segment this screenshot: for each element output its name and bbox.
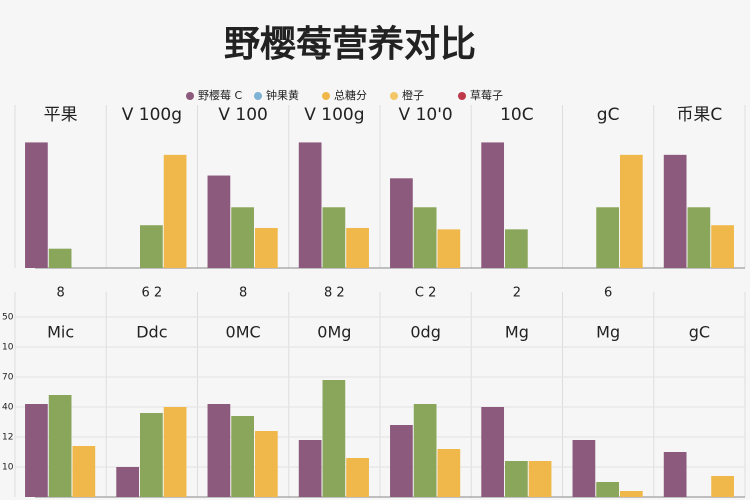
legend-swatch: [458, 92, 466, 100]
legend-label: 钟果黄: [266, 88, 299, 102]
group-note: 8: [56, 286, 64, 301]
x-category-label: Mic: [47, 323, 74, 342]
y-tick-label: 50: [2, 313, 14, 323]
y-tick-label: 10: [2, 463, 14, 473]
bar: [298, 142, 322, 268]
legend-label: 草莓子: [470, 89, 503, 102]
bar: [298, 440, 322, 497]
legend-label: 橙子: [402, 88, 424, 102]
x-category-label: 币果C: [676, 105, 722, 125]
x-category-label: Ddc: [136, 323, 167, 342]
group-note: 8: [239, 286, 247, 301]
bar: [207, 404, 231, 497]
x-category-label: V 100g: [304, 105, 364, 125]
bar: [254, 227, 278, 268]
legend-label: 总糖分: [334, 88, 367, 102]
bar: [687, 207, 711, 268]
bar: [437, 229, 461, 268]
x-category-label: Mg: [505, 323, 529, 342]
group-note: 6 2: [142, 286, 163, 301]
bar: [231, 207, 254, 268]
y-tick-label: 40: [2, 403, 14, 413]
x-category-label: Mg: [596, 323, 620, 342]
bar: [322, 380, 346, 497]
bar: [505, 461, 528, 497]
bar: [48, 248, 72, 268]
y-tick-label: 70: [2, 373, 14, 383]
bar: [528, 461, 552, 497]
y-tick-label: 12: [2, 433, 13, 443]
bar: [231, 416, 254, 497]
bar: [207, 175, 231, 268]
bar: [254, 431, 278, 497]
bar: [163, 154, 187, 268]
bar: [322, 207, 346, 268]
bar: [390, 178, 413, 268]
x-category-label: 平果: [44, 105, 78, 125]
bar: [48, 395, 72, 497]
bar: [346, 227, 369, 268]
legend-swatch: [186, 92, 194, 100]
x-category-label: V 10'0: [399, 105, 453, 125]
group-note: 6: [604, 286, 612, 301]
group-note: 2: [513, 286, 521, 301]
x-category-label: gC: [597, 105, 620, 125]
bar: [163, 407, 187, 497]
x-category-label: V 100: [218, 105, 267, 125]
x-category-label: 10C: [500, 105, 534, 125]
bar: [711, 225, 734, 268]
bar: [596, 207, 619, 268]
bar: [572, 440, 596, 497]
y-tick-label: 10: [2, 343, 14, 353]
bar: [413, 404, 437, 497]
bar: [663, 154, 687, 268]
group-note: C 2: [415, 286, 436, 301]
x-category-label: V 100g: [122, 105, 182, 125]
bar: [25, 404, 48, 497]
bar: [596, 482, 619, 497]
bar: [481, 142, 505, 268]
bar: [619, 154, 643, 268]
bar: [619, 491, 643, 497]
x-category-label: 0Mg: [317, 323, 351, 342]
bar: [25, 142, 48, 268]
bar: [481, 407, 505, 497]
bar: [140, 225, 163, 268]
bar: [390, 425, 413, 497]
x-category-label: 0dg: [410, 323, 441, 342]
bar: [663, 452, 687, 497]
bar: [437, 449, 461, 497]
bar: [413, 207, 437, 268]
bar: [140, 413, 163, 497]
group-note: 8 2: [324, 286, 345, 301]
bar: [72, 446, 96, 497]
x-category-label: gC: [689, 323, 710, 342]
bar: [711, 476, 734, 497]
bar: [346, 458, 369, 497]
chart-title: 野樱莓营养对比: [224, 23, 476, 65]
legend-label: 野樱莓 C: [198, 89, 242, 102]
legend-swatch: [322, 92, 330, 100]
legend-swatch: [390, 92, 398, 100]
bar: [505, 229, 528, 268]
legend-swatch: [254, 92, 262, 100]
x-category-label: 0MC: [226, 323, 261, 342]
bar: [116, 467, 140, 497]
